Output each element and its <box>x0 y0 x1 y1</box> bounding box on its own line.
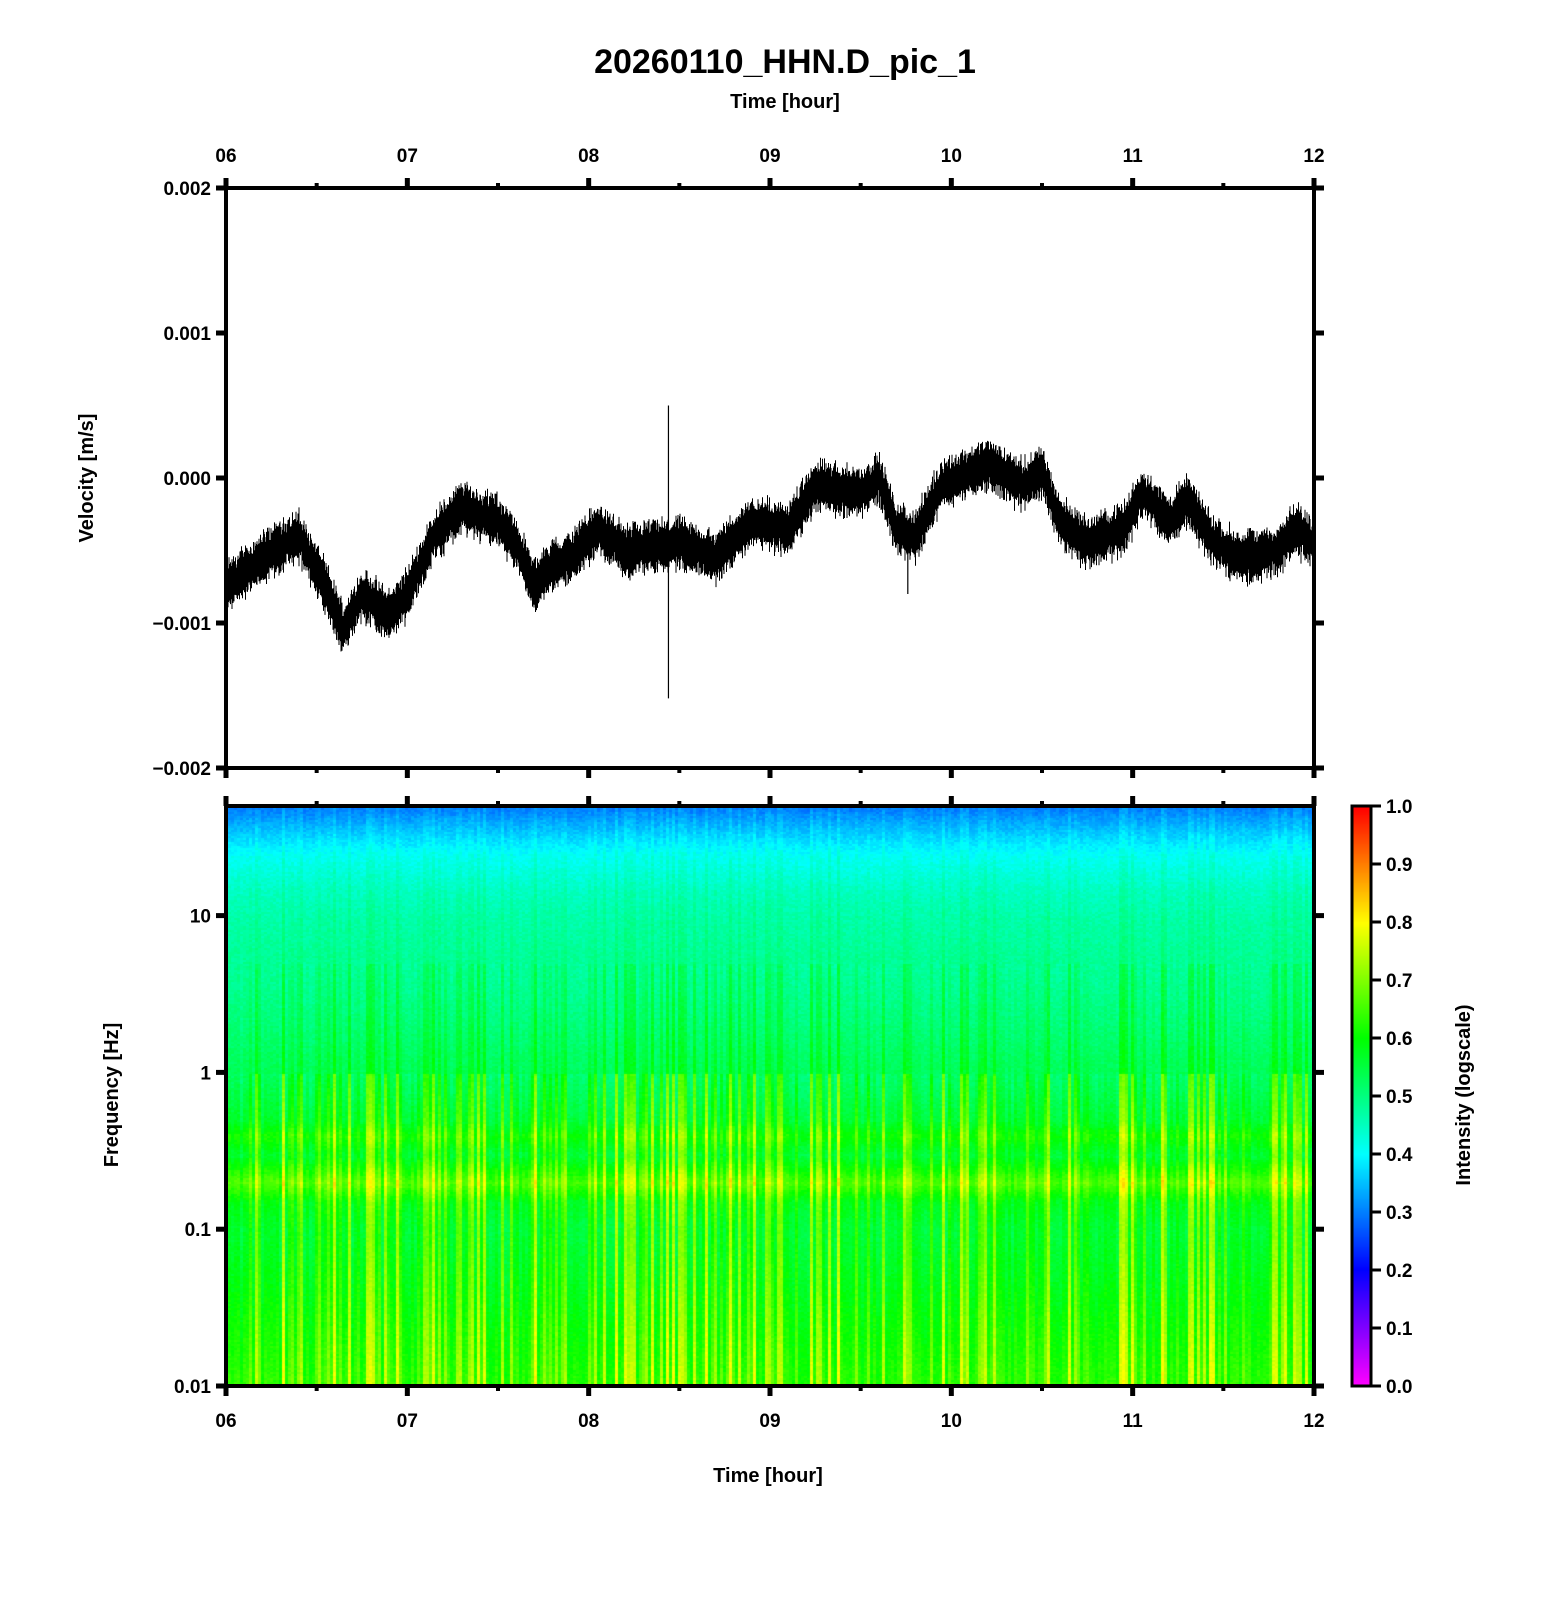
waveform-series <box>225 405 1315 699</box>
y-tick-label: −0.001 <box>152 614 211 635</box>
top-x-tick-label: 06 <box>215 146 236 167</box>
colorbar-tick-label: 0.1 <box>1386 1319 1413 1340</box>
x-tick-label: 11 <box>1123 1411 1144 1432</box>
x-tick-label: 12 <box>1303 1411 1324 1432</box>
top-x-tick-label: 12 <box>1303 146 1324 167</box>
y-axis-label-velocity: Velocity [m/s] <box>76 414 98 543</box>
x-tick-label: 06 <box>215 1411 236 1432</box>
chart-title: 20260110_HHN.D_pic_1 <box>594 43 976 81</box>
colorbar-label: Intensity (logscale) <box>1453 1004 1475 1185</box>
y-tick-label: 0.1 <box>185 1220 212 1241</box>
top-x-tick-label: 08 <box>578 146 599 167</box>
colorbar-tick-label: 0.3 <box>1386 1203 1412 1224</box>
x-tick-label: 09 <box>759 1411 780 1432</box>
waveform-plot-frame <box>224 186 1316 770</box>
waveform-trace <box>225 440 1315 652</box>
colorbar-tick-label: 1.0 <box>1386 797 1412 818</box>
colorbar-tick-label: 0.2 <box>1386 1261 1412 1282</box>
y-tick-label: 10 <box>190 907 211 928</box>
colorbar-tick-label: 0.4 <box>1386 1145 1413 1166</box>
colorbar <box>1353 807 1370 1385</box>
y-tick-label: 0.000 <box>163 469 211 490</box>
x-axis-label: Time [hour] <box>713 1465 823 1487</box>
x-tick-label: 08 <box>578 1411 599 1432</box>
top-x-tick-label: 07 <box>397 146 418 167</box>
colorbar-tick-label: 0.0 <box>1386 1377 1412 1398</box>
top-x-tick-label: 11 <box>1123 146 1144 167</box>
top-x-axis-label: Time [hour] <box>730 91 840 113</box>
colorbar-tick-label: 0.8 <box>1386 913 1412 934</box>
spectrogram-heatmap <box>228 808 1312 1385</box>
y-tick-label: 0.01 <box>174 1377 211 1398</box>
y-tick-label: 1 <box>200 1063 211 1084</box>
y-tick-label: 0.002 <box>163 179 211 200</box>
top-x-tick-label: 10 <box>941 146 962 167</box>
y-tick-label: −0.002 <box>152 759 211 780</box>
colorbar-tick-label: 0.7 <box>1386 971 1412 992</box>
y-axis-label-frequency: Frequency [Hz] <box>101 1023 123 1167</box>
x-tick-label: 10 <box>941 1411 962 1432</box>
y-tick-label: 0.001 <box>163 324 211 345</box>
x-tick-label: 07 <box>397 1411 418 1432</box>
colorbar-tick-label: 0.6 <box>1386 1029 1412 1050</box>
top-x-tick-label: 09 <box>759 146 780 167</box>
colorbar-tick-label: 0.5 <box>1386 1087 1413 1108</box>
colorbar-tick-label: 0.9 <box>1386 855 1412 876</box>
